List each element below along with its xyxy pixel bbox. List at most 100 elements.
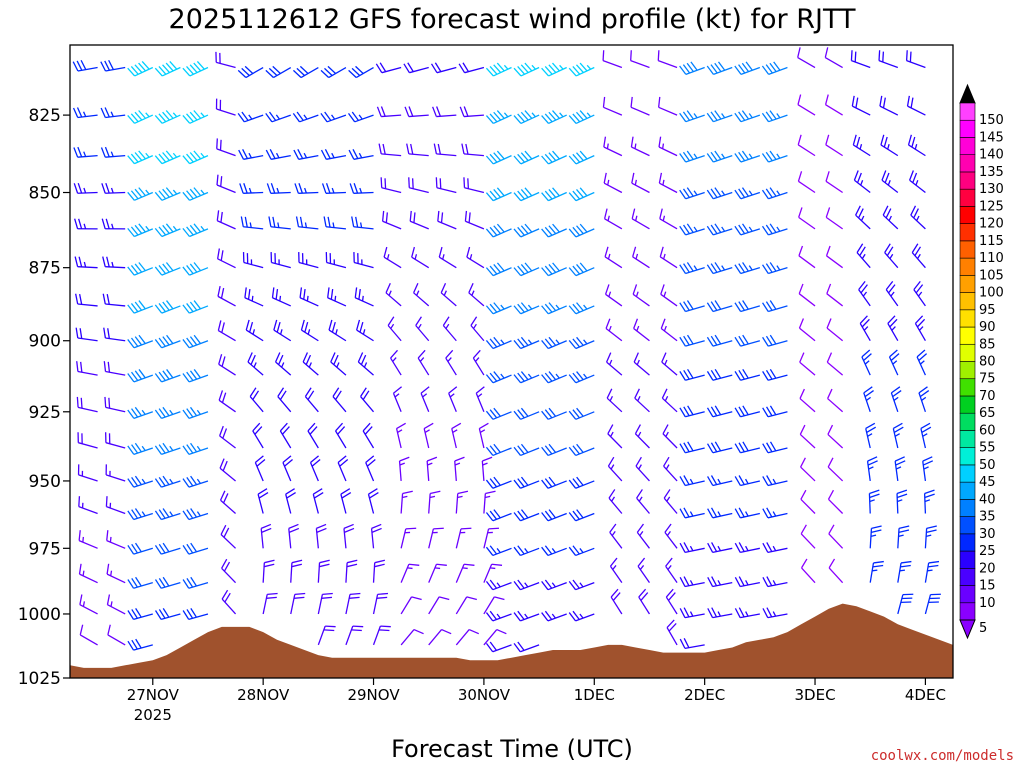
- y-tick-label-6: 975: [29, 539, 61, 559]
- wind-barb-408: [734, 441, 760, 454]
- wind-barb-443: [800, 524, 816, 549]
- wind-barb-63: [154, 508, 181, 521]
- wind-barb-65: [154, 576, 181, 589]
- wind-barb-302: [568, 150, 595, 165]
- wind-barb-458: [828, 524, 844, 549]
- wind-barb-198: [400, 628, 424, 646]
- wind-barb-56: [154, 262, 181, 276]
- wind-barb-374: [679, 405, 705, 418]
- wind-barb-398: [734, 61, 761, 75]
- wind-barb-54: [154, 187, 181, 201]
- wind-barb-335: [631, 172, 650, 194]
- colorbar-swatch-18: [959, 292, 976, 311]
- colorbar-swatch-26: [959, 154, 976, 173]
- x-tick-label-1: 28NOV: [237, 686, 290, 704]
- wind-barb-431: [797, 94, 816, 116]
- wind-barb-149: [320, 111, 347, 123]
- wind-barb-221: [438, 246, 457, 269]
- wind-barb-62: [154, 475, 181, 488]
- wind-barb-7: [75, 327, 98, 342]
- wind-barb-197: [400, 596, 422, 615]
- wind-barb-219: [435, 177, 457, 194]
- wind-barb-148: [320, 65, 347, 79]
- wind-barb-3: [73, 182, 98, 194]
- wind-barb-459: [828, 558, 844, 584]
- wind-barb-93: [219, 425, 236, 449]
- wind-barb-196: [400, 563, 420, 583]
- wind-barb-318: [603, 136, 623, 157]
- wind-barb-177: [367, 488, 379, 514]
- wind-barb-30: [106, 530, 126, 549]
- wind-barb-376: [679, 475, 705, 487]
- wind-barb-446: [824, 94, 843, 116]
- wind-barb-209: [423, 422, 434, 449]
- wind-barb-78: [182, 475, 209, 488]
- wind-barb-146: [317, 592, 333, 615]
- wind-barb-42: [127, 369, 154, 383]
- wind-barb-291: [541, 336, 567, 350]
- wind-barb-383: [706, 110, 733, 123]
- wind-barb-86: [216, 174, 236, 194]
- wind-barb-419: [761, 262, 788, 275]
- wind-barb-476: [879, 95, 899, 116]
- wind-barb-237: [464, 210, 485, 230]
- wind-barb-354: [660, 284, 678, 307]
- colorbar-label-26: 135: [979, 165, 1004, 180]
- wind-barb-280: [513, 545, 540, 557]
- wind-barb-92: [218, 390, 236, 413]
- wind-barb-144: [315, 523, 327, 549]
- wind-barb-434: [798, 207, 816, 230]
- wind-barb-200: [404, 106, 429, 118]
- wind-barb-264: [485, 579, 512, 591]
- wind-barb-347: [638, 588, 651, 615]
- wind-barb-64: [154, 542, 181, 555]
- wind-barb-112: [260, 523, 272, 549]
- wind-barb-150: [320, 149, 347, 160]
- wind-barb-213: [428, 563, 447, 583]
- wind-barb-58: [154, 334, 181, 349]
- wind-barb-451: [826, 283, 844, 307]
- wind-barb-500: [918, 386, 930, 412]
- wind-barb-248: [483, 596, 505, 615]
- wind-barb-493: [907, 134, 926, 157]
- wind-barb-386: [706, 223, 733, 236]
- colorbar-swatch-21: [959, 240, 976, 259]
- wind-barb-504: [924, 525, 937, 549]
- wind-barb-41: [127, 334, 154, 349]
- wind-barb-161: [343, 523, 355, 549]
- colorbar-swatch-20: [959, 257, 976, 276]
- wind-barb-244: [481, 456, 493, 481]
- wind-barb-111: [257, 488, 269, 514]
- y-tick-label-8: 1025: [18, 669, 61, 689]
- wind-barb-208: [420, 386, 430, 413]
- wind-barb-353: [659, 246, 678, 269]
- wind-barb-401: [734, 187, 761, 200]
- colorbar-swatch-13: [959, 378, 976, 397]
- wind-barb-152: [323, 216, 347, 230]
- wind-barb-176: [365, 455, 376, 482]
- wind-barb-101: [238, 149, 264, 160]
- wind-barb-454: [827, 388, 844, 413]
- wind-barb-265: [485, 610, 512, 622]
- wind-barb-52: [154, 110, 181, 124]
- wind-barb-399: [734, 110, 761, 123]
- x-tick-label-3: 30NOV: [458, 686, 511, 704]
- colorbar-label-11: 60: [979, 423, 996, 438]
- wind-barb-23: [102, 293, 126, 307]
- wind-barb-450: [825, 245, 844, 269]
- wind-barb-390: [706, 368, 733, 381]
- wind-barb-357: [661, 388, 678, 413]
- wind-barb-137: [299, 287, 319, 307]
- wind-barb-167: [348, 149, 374, 160]
- wind-barb-129: [290, 559, 303, 583]
- wind-barb-439: [799, 388, 816, 413]
- wind-barb-411: [734, 542, 760, 554]
- wind-barb-381: [679, 638, 705, 650]
- wind-barb-169: [351, 216, 374, 230]
- wind-barb-433: [797, 171, 816, 194]
- wind-barb-104: [242, 252, 264, 269]
- colorbar-label-23: 120: [979, 217, 1004, 232]
- colorbar-label-24: 125: [979, 199, 1004, 214]
- wind-barb-258: [485, 371, 512, 384]
- wind-barb-195: [400, 527, 417, 549]
